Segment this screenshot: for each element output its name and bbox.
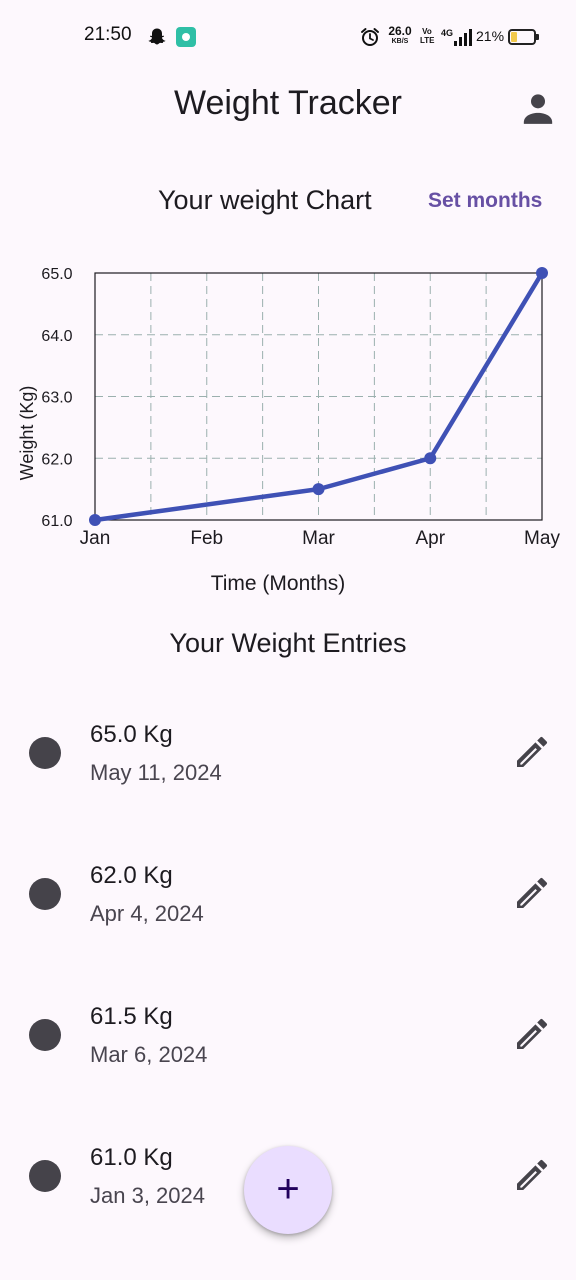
- entry-date: May 11, 2024: [90, 760, 222, 785]
- entry-dot-icon: [29, 1160, 61, 1192]
- person-icon[interactable]: [518, 88, 558, 128]
- x-axis-label: Time (Months): [211, 572, 346, 595]
- snapchat-icon: [148, 28, 166, 45]
- edit-pencil-icon[interactable]: [512, 732, 552, 772]
- entry-row[interactable]: 61.5 Kg Mar 6, 2024: [0, 962, 576, 1072]
- y-axis-label: Weight (Kg): [17, 386, 37, 481]
- volte-indicator: Vo LTE: [420, 27, 435, 45]
- x-tick-label: Mar: [302, 528, 335, 549]
- x-tick-label: Feb: [190, 528, 223, 549]
- alarm-icon: [361, 28, 379, 46]
- battery-percent: 21%: [476, 28, 505, 44]
- network-speed-value: 26.0: [388, 24, 412, 38]
- edit-pencil-icon[interactable]: [512, 1014, 552, 1054]
- edit-pencil-icon[interactable]: [512, 873, 552, 913]
- signal-icon: 4G: [441, 28, 472, 46]
- entry-weight: 62.0 Kg: [90, 862, 173, 889]
- entry-date: Apr 4, 2024: [90, 901, 204, 926]
- network-speed-unit: KB/S: [391, 38, 409, 45]
- data-point: [424, 452, 437, 465]
- entry-date: Mar 6, 2024: [90, 1042, 208, 1067]
- add-entry-button[interactable]: +: [244, 1146, 332, 1234]
- series-line: [92, 270, 545, 523]
- add-icon: +: [276, 1167, 300, 1211]
- x-tick-label: Jan: [80, 528, 111, 549]
- network-speed: 26.0 KB/S: [386, 25, 414, 45]
- battery-icon: [508, 29, 539, 45]
- entry-date: Jan 3, 2024: [90, 1183, 205, 1208]
- set-months-button[interactable]: Set months: [428, 189, 543, 212]
- y-tick-label: 64.0: [41, 328, 72, 345]
- status-bar: 21:50 26.0 KB/S Vo LTE 4G 21%: [0, 0, 576, 72]
- y-tick-label: 61.0: [41, 513, 72, 530]
- entries-title: Your Weight Entries: [169, 628, 407, 658]
- volte-line1: Vo: [422, 27, 432, 36]
- entry-dot-icon: [29, 878, 61, 910]
- app-notification-icon: [176, 27, 196, 47]
- entry-row[interactable]: 62.0 Kg Apr 4, 2024: [0, 821, 576, 931]
- data-point: [536, 267, 548, 279]
- entry-row[interactable]: 61.0 Kg Jan 3, 2024: [0, 1103, 576, 1213]
- network-type: 4G: [441, 28, 453, 38]
- entry-dot-icon: [29, 1019, 61, 1051]
- entry-weight: 61.5 Kg: [90, 1003, 173, 1030]
- app-title: Weight Tracker: [173, 84, 402, 122]
- y-tick-label: 65.0: [41, 266, 72, 283]
- plot-border: [94, 272, 543, 521]
- entry-weight: 65.0 Kg: [90, 721, 173, 748]
- data-point: [89, 514, 101, 526]
- y-tick-label: 62.0: [41, 451, 72, 468]
- volte-line2: LTE: [420, 36, 435, 45]
- chart-title: Your weight Chart: [158, 185, 372, 215]
- edit-pencil-icon[interactable]: [512, 1155, 552, 1195]
- entry-weight: 61.0 Kg: [90, 1144, 173, 1171]
- y-tick-label: 63.0: [41, 390, 72, 407]
- x-tick-label: Apr: [415, 528, 445, 549]
- entry-dot-icon: [29, 737, 61, 769]
- entry-row[interactable]: 65.0 Kg May 11, 2024: [0, 680, 576, 790]
- weight-chart: 61.0 62.0 63.0 64.0 65.0 Jan Feb Mar Apr May Time …: [17, 266, 560, 595]
- data-point: [312, 483, 325, 496]
- x-tick-label: May: [524, 528, 560, 549]
- status-time: 21:50: [84, 24, 132, 45]
